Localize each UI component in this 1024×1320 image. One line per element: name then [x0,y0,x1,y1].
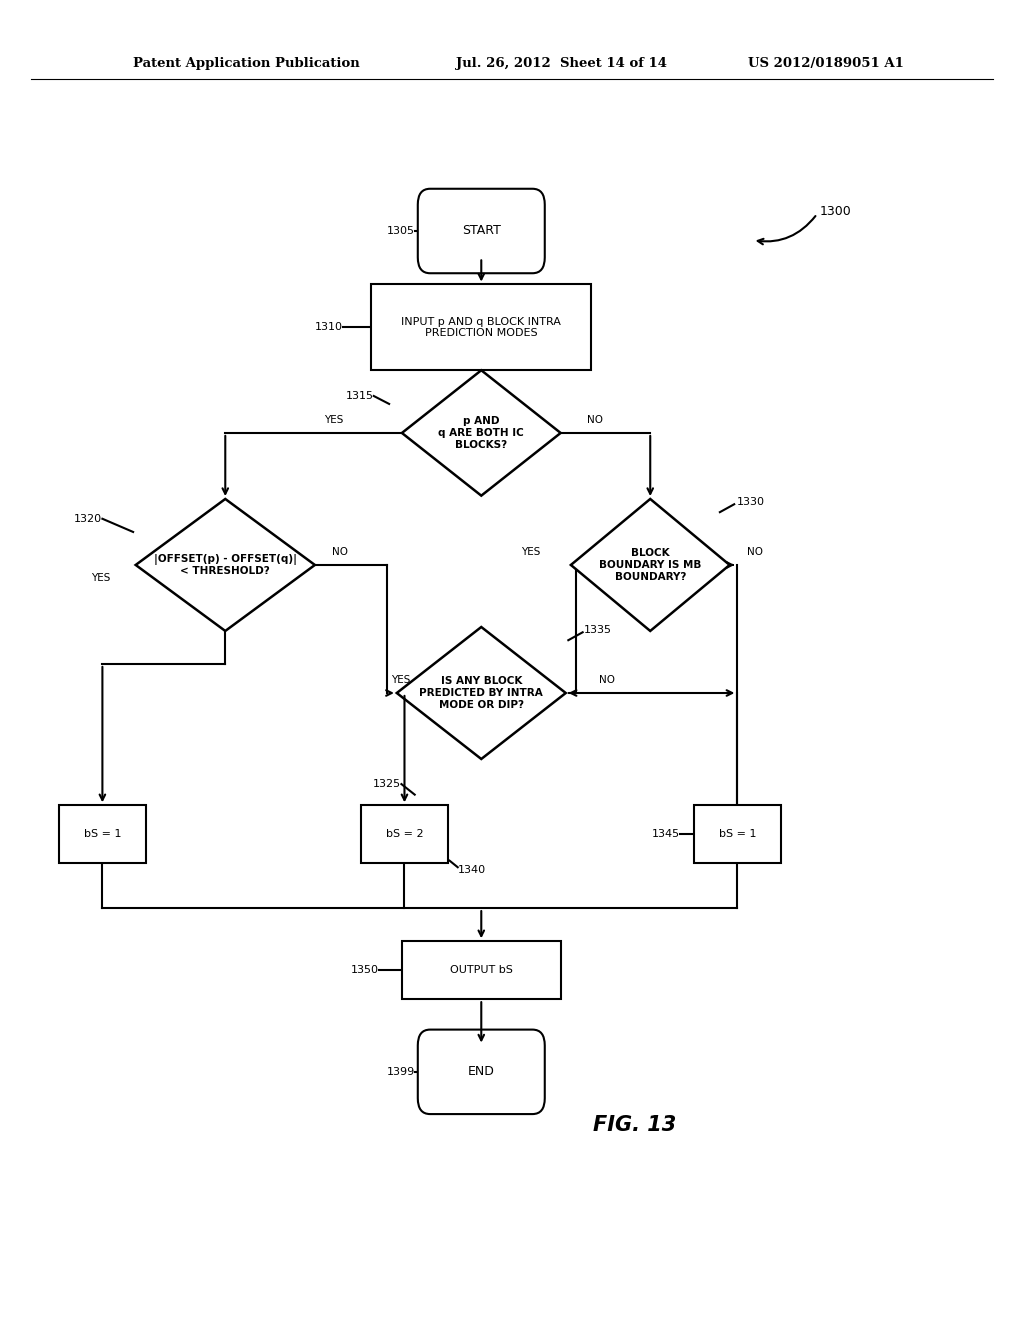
Text: INPUT p AND q BLOCK INTRA
PREDICTION MODES: INPUT p AND q BLOCK INTRA PREDICTION MOD… [401,317,561,338]
Text: 1300: 1300 [819,205,851,218]
Text: NO: NO [333,546,348,557]
Text: BLOCK
BOUNDARY IS MB
BOUNDARY?: BLOCK BOUNDARY IS MB BOUNDARY? [599,548,701,582]
Text: NO: NO [599,675,614,685]
Text: bS = 1: bS = 1 [84,829,121,840]
Text: 1330: 1330 [737,496,765,507]
Text: FIG. 13: FIG. 13 [593,1114,677,1135]
Text: 1320: 1320 [75,513,102,524]
Bar [694,805,780,863]
Bar [401,941,561,999]
Polygon shape [135,499,315,631]
Text: bS = 2: bS = 2 [386,829,423,840]
Text: p AND
q ARE BOTH IC
BLOCKS?: p AND q ARE BOTH IC BLOCKS? [438,416,524,450]
Text: YES: YES [325,414,344,425]
Text: US 2012/0189051 A1: US 2012/0189051 A1 [748,57,903,70]
Text: YES: YES [521,546,541,557]
Polygon shape [401,370,561,495]
Text: 1335: 1335 [584,624,611,635]
Polygon shape [571,499,729,631]
Text: NO: NO [748,546,763,557]
Text: START: START [462,224,501,238]
Text: Jul. 26, 2012  Sheet 14 of 14: Jul. 26, 2012 Sheet 14 of 14 [456,57,667,70]
FancyBboxPatch shape [418,1030,545,1114]
Text: 1399: 1399 [386,1067,415,1077]
FancyBboxPatch shape [418,189,545,273]
Text: bS = 1: bS = 1 [719,829,756,840]
Text: YES: YES [391,675,411,685]
Text: 1345: 1345 [652,829,680,840]
Polygon shape [396,627,565,759]
Text: |OFFSET(p) - OFFSET(q)|
< THRESHOLD?: |OFFSET(p) - OFFSET(q)| < THRESHOLD? [154,553,297,577]
Text: YES: YES [91,573,111,583]
Bar [371,285,592,370]
Text: NO: NO [587,414,603,425]
Text: IS ANY BLOCK
PREDICTED BY INTRA
MODE OR DIP?: IS ANY BLOCK PREDICTED BY INTRA MODE OR … [420,676,543,710]
Text: 1310: 1310 [315,322,343,333]
Text: 1340: 1340 [458,865,485,875]
Bar [59,805,146,863]
Text: Patent Application Publication: Patent Application Publication [133,57,359,70]
Bar [361,805,449,863]
Text: 1350: 1350 [351,965,379,975]
Text: 1305: 1305 [387,226,415,236]
Text: 1325: 1325 [374,779,401,789]
Text: 1315: 1315 [346,391,374,401]
Text: END: END [468,1065,495,1078]
Text: OUTPUT bS: OUTPUT bS [450,965,513,975]
